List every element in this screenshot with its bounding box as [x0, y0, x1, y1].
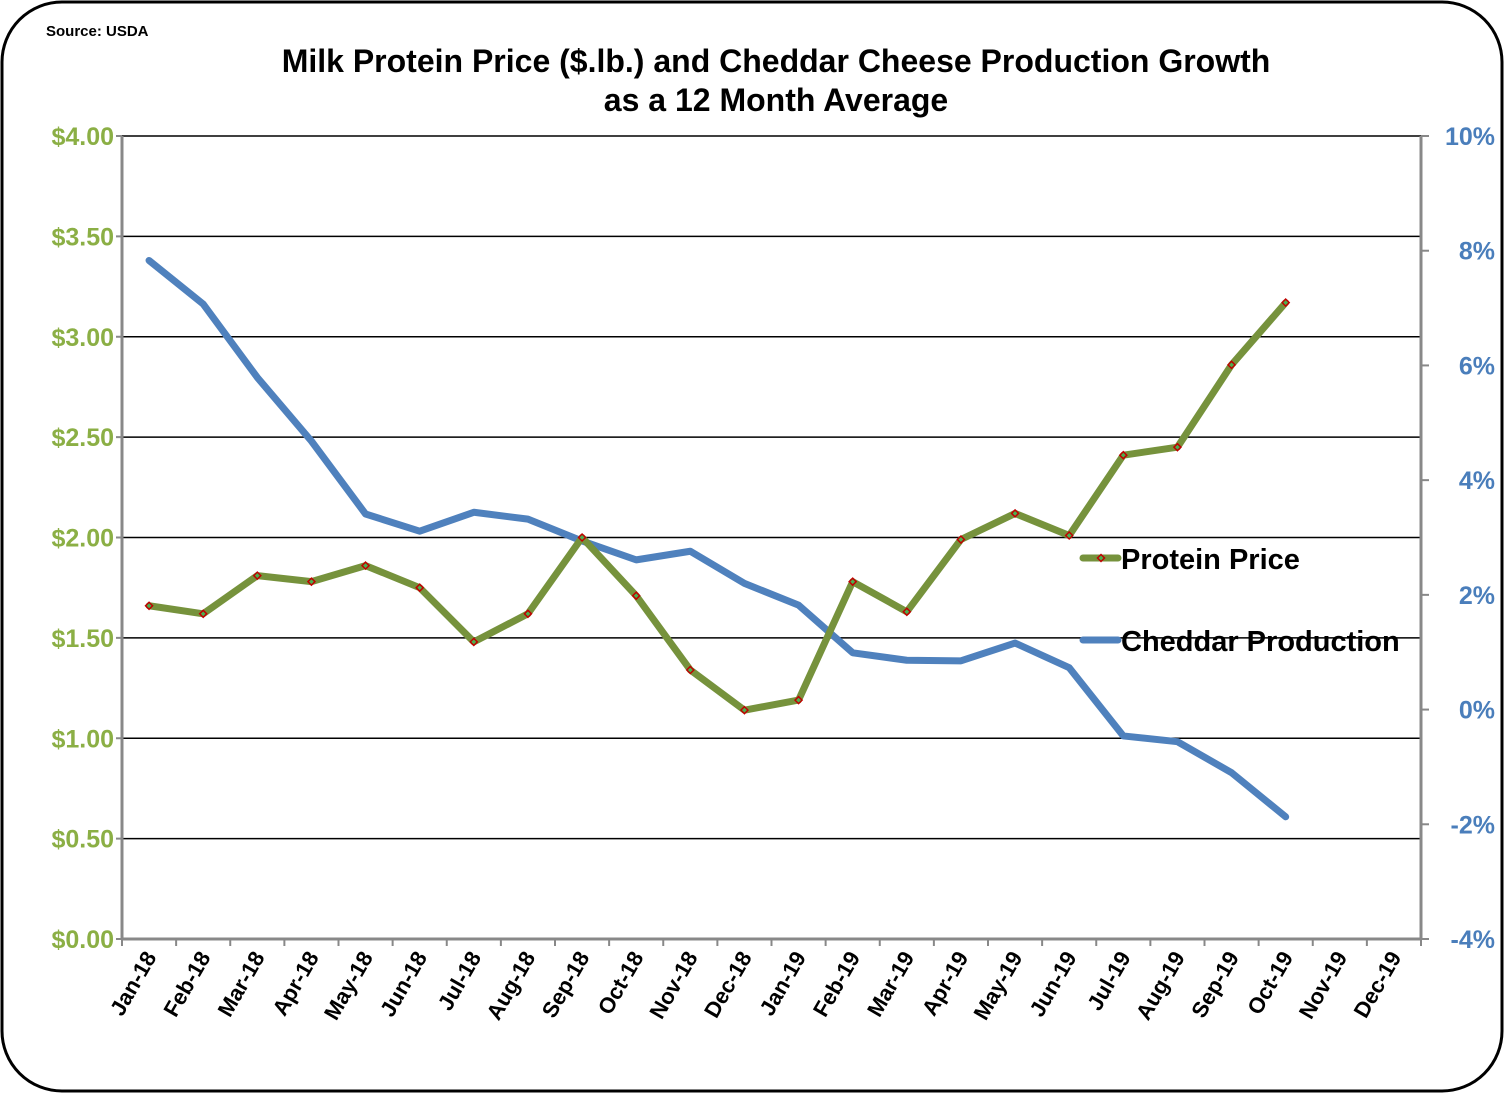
- right-axis-tick-label: -2%: [1451, 811, 1495, 839]
- legend-label: Cheddar Production: [1121, 626, 1400, 658]
- data-point-marker: [361, 561, 371, 571]
- data-point-marker: [794, 695, 804, 705]
- right-axis-tick-label: 6%: [1459, 352, 1495, 380]
- data-point-marker: [1281, 298, 1291, 308]
- data-point-marker: [739, 705, 749, 715]
- left-axis-tick-label: $1.00: [51, 725, 114, 753]
- data-point-marker: [1010, 508, 1020, 518]
- data-point-marker: [306, 577, 316, 587]
- left-axis-tick-label: $4.00: [51, 123, 114, 151]
- left-axis-tick-label: $0.00: [51, 926, 114, 954]
- data-point-marker: [415, 583, 425, 593]
- data-point-marker: [631, 591, 641, 601]
- left-axis-tick-label: $3.50: [51, 223, 114, 251]
- right-axis-tick-label: 2%: [1459, 582, 1495, 610]
- data-point-marker: [848, 577, 858, 587]
- legend-label: Protein Price: [1121, 544, 1300, 576]
- data-point-marker: [469, 637, 479, 647]
- right-axis-tick-label: 4%: [1459, 467, 1495, 495]
- data-point-marker: [523, 609, 533, 619]
- source-label: Source: USDA: [46, 23, 149, 40]
- right-axis-tick-label: 10%: [1445, 123, 1495, 151]
- right-axis-tick-label: -4%: [1451, 926, 1495, 954]
- data-point-marker: [144, 601, 154, 611]
- data-point-marker: [252, 571, 262, 581]
- right-axis-tick-label: 8%: [1459, 238, 1495, 266]
- data-point-marker: [1064, 530, 1074, 541]
- chart-title-line-2: as a 12 Month Average: [604, 82, 948, 118]
- left-axis-tick-label: $0.50: [51, 826, 114, 854]
- series-line-cheddar-production: [145, 256, 1290, 821]
- right-axis-tick-label: 0%: [1459, 697, 1495, 725]
- data-point-marker: [685, 665, 695, 675]
- series-line-protein-price: [145, 299, 1290, 714]
- data-point-marker: [1118, 450, 1128, 460]
- data-point-marker: [577, 532, 587, 543]
- left-axis-tick-label: $2.50: [51, 424, 114, 452]
- data-point-marker: [956, 534, 966, 545]
- data-point-marker: [1172, 442, 1182, 452]
- data-point-marker: [902, 607, 912, 617]
- left-axis-tick-label: $2.00: [51, 525, 114, 553]
- legend-marker: [1096, 553, 1106, 563]
- data-point-marker: [1227, 360, 1237, 370]
- left-axis-tick-label: $1.50: [51, 625, 114, 653]
- data-point-marker: [198, 609, 208, 619]
- left-axis-tick-label: $3.00: [51, 324, 114, 352]
- chart-title-line-1: Milk Protein Price ($.lb.) and Cheddar C…: [282, 43, 1271, 79]
